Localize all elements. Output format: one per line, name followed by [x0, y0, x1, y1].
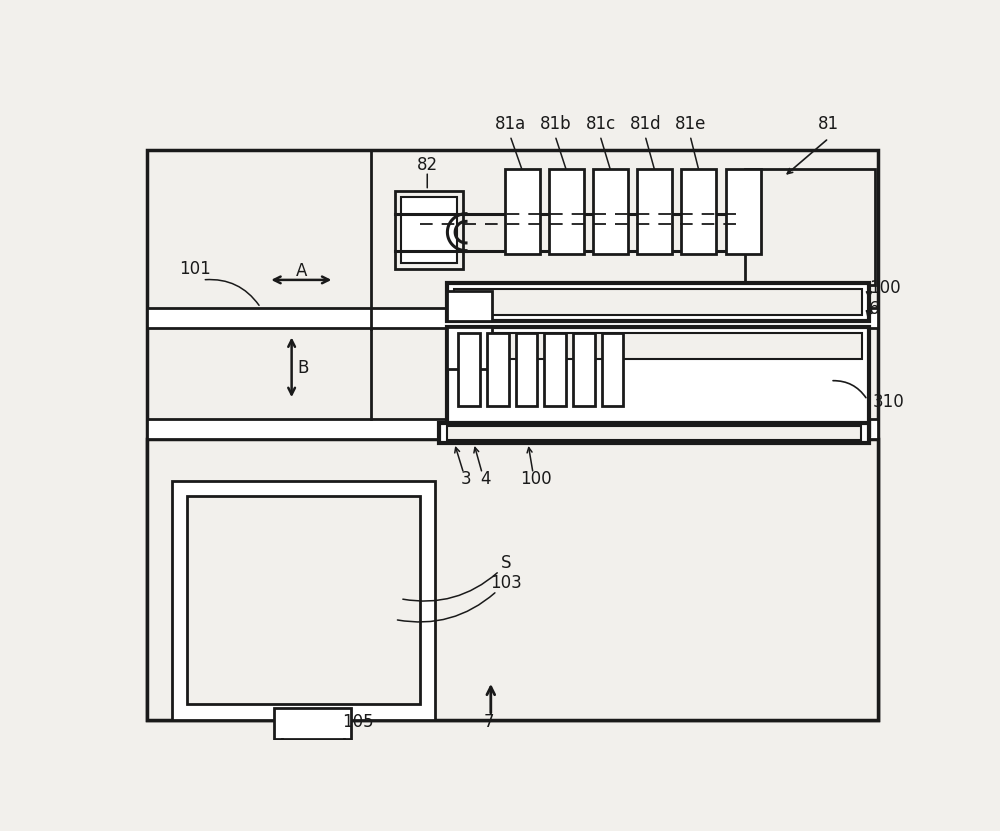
Bar — [454, 333, 862, 359]
Text: S: S — [501, 554, 512, 573]
Bar — [745, 169, 875, 284]
Text: 103: 103 — [490, 574, 522, 593]
Bar — [602, 333, 623, 406]
Bar — [726, 169, 761, 253]
Bar — [637, 169, 672, 253]
FancyArrowPatch shape — [403, 573, 497, 601]
Bar — [544, 333, 566, 406]
Text: 81c: 81c — [586, 116, 616, 133]
Bar — [593, 169, 628, 253]
Bar — [573, 333, 595, 406]
Text: 4: 4 — [480, 470, 491, 488]
FancyArrowPatch shape — [787, 140, 827, 174]
Text: 81: 81 — [818, 116, 839, 133]
Text: 100: 100 — [869, 279, 901, 297]
Bar — [439, 423, 869, 443]
Bar — [147, 440, 878, 720]
Bar — [447, 426, 861, 440]
Text: 105: 105 — [342, 713, 373, 731]
Bar — [401, 197, 457, 263]
Bar — [147, 307, 878, 327]
Bar — [447, 327, 492, 369]
Bar — [487, 333, 509, 406]
FancyArrowPatch shape — [833, 381, 866, 398]
Text: 81d: 81d — [630, 116, 662, 133]
Text: A: A — [296, 262, 307, 280]
FancyArrowPatch shape — [866, 292, 872, 297]
Bar — [447, 283, 869, 322]
Bar — [516, 333, 537, 406]
Text: 82: 82 — [417, 156, 438, 175]
Text: 81b: 81b — [540, 116, 572, 133]
FancyArrowPatch shape — [397, 593, 495, 622]
Text: 81a: 81a — [495, 116, 527, 133]
Text: 310: 310 — [873, 392, 905, 411]
Text: 7: 7 — [484, 713, 494, 731]
Bar — [172, 481, 435, 720]
Bar — [458, 333, 480, 406]
Bar — [274, 708, 351, 739]
Bar — [147, 150, 878, 720]
Text: B: B — [298, 359, 309, 376]
Text: 3: 3 — [461, 470, 471, 488]
Text: 101: 101 — [179, 260, 211, 278]
Text: 100: 100 — [520, 470, 552, 488]
Bar — [681, 169, 716, 253]
Bar — [447, 327, 869, 435]
Bar — [447, 291, 492, 322]
FancyArrowPatch shape — [205, 279, 259, 305]
Bar — [505, 169, 540, 253]
FancyArrowPatch shape — [866, 311, 872, 317]
Bar — [147, 420, 878, 440]
Bar — [187, 496, 420, 704]
Bar — [454, 289, 862, 315]
Text: 6: 6 — [869, 300, 880, 318]
Bar — [549, 169, 584, 253]
Bar — [395, 190, 463, 269]
Text: 81e: 81e — [675, 116, 706, 133]
